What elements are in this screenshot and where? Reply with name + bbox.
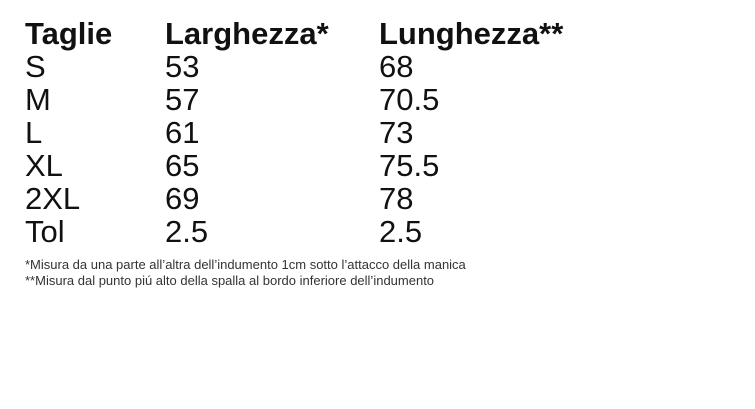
header-cell-larghezza: Larghezza*	[165, 16, 329, 51]
length-cell: 78	[379, 181, 414, 216]
width-cell: 61	[165, 115, 200, 150]
width-cell: 57	[165, 82, 200, 117]
table-row-xl: XL 65 75.5	[25, 149, 725, 182]
width-footnote: *Misura da una parte all’altra dell’indu…	[25, 257, 466, 272]
size-guide: Taglie Larghezza* Lunghezza** S 53 68 M …	[25, 17, 725, 288]
width-cell: 65	[165, 148, 200, 183]
size-cell: S	[25, 49, 46, 84]
size-cell: 2XL	[25, 181, 81, 216]
length-cell: 2.5	[379, 214, 423, 249]
length-cell: 68	[379, 49, 414, 84]
size-cell: XL	[25, 148, 63, 183]
table-row-s: S 53 68	[25, 50, 725, 83]
table-row-m: M 57 70.5	[25, 83, 725, 116]
table-row-l: L 61 73	[25, 116, 725, 149]
width-cell: 69	[165, 181, 200, 216]
size-table-header-row: Taglie Larghezza* Lunghezza**	[25, 17, 725, 50]
table-row-2xl: 2XL 69 78	[25, 182, 725, 215]
length-cell: 73	[379, 115, 414, 150]
size-table: Taglie Larghezza* Lunghezza** S 53 68 M …	[25, 17, 725, 248]
table-row-tol: Tol 2.5 2.5	[25, 215, 725, 248]
header-cell-taglie: Taglie	[25, 16, 113, 51]
length-cell: 75.5	[379, 148, 440, 183]
width-cell: 53	[165, 49, 200, 84]
size-cell: M	[25, 82, 51, 117]
size-cell: Tol	[25, 214, 65, 249]
footnotes: *Misura da una parte all’altra dell’indu…	[25, 257, 725, 288]
length-footnote: **Misura dal punto piú alto della spalla…	[25, 272, 435, 288]
size-cell: L	[25, 115, 43, 150]
length-cell: 70.5	[379, 82, 440, 117]
header-cell-lunghezza: Lunghezza**	[379, 16, 564, 51]
width-cell: 2.5	[165, 214, 209, 249]
